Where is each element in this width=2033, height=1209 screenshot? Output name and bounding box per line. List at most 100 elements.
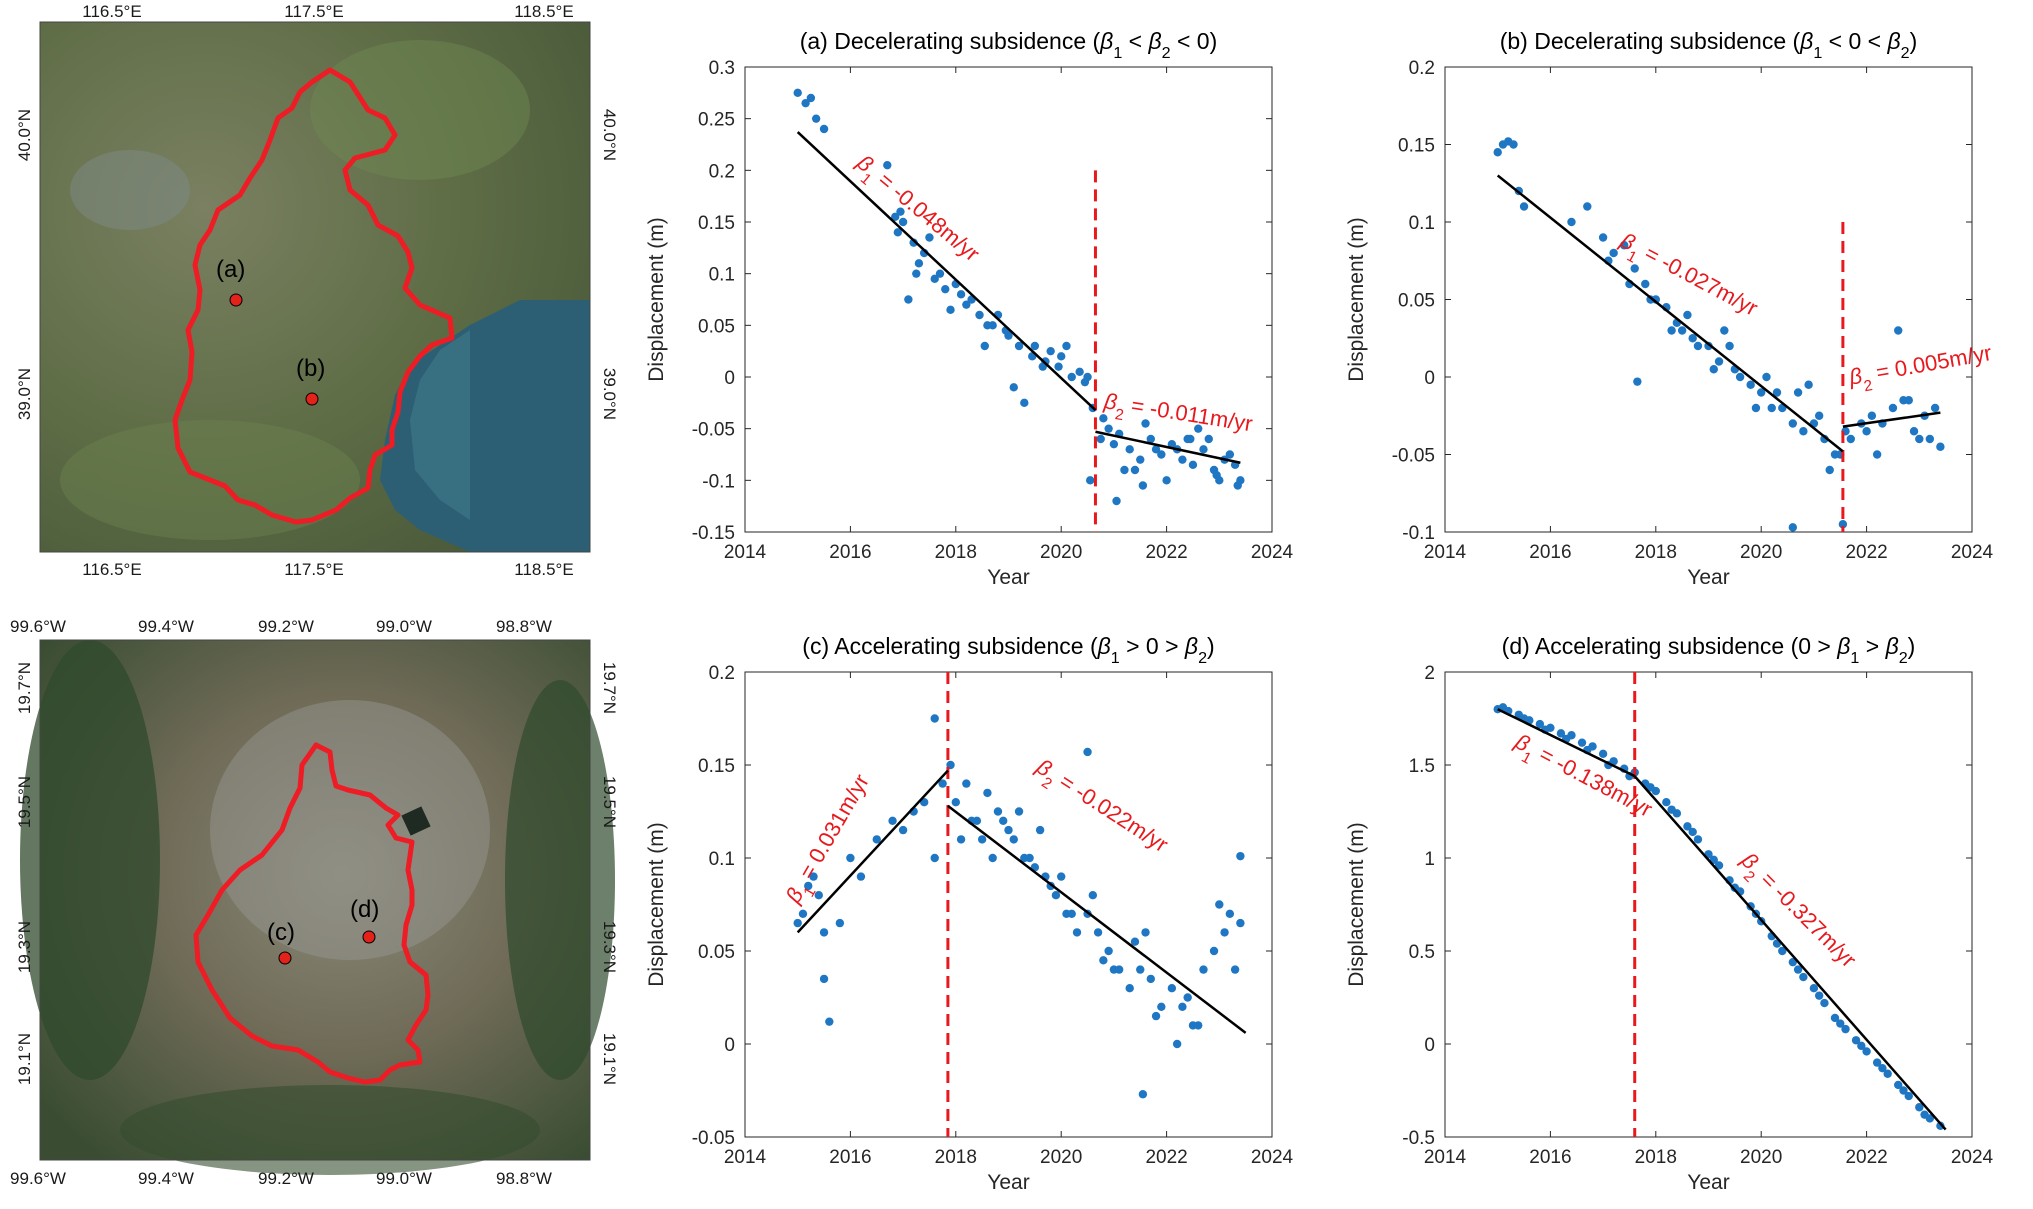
map-mexico-boundary xyxy=(193,742,431,1085)
x-tick-label: 2018 xyxy=(1635,1147,1677,1168)
map-mexico-forest-south xyxy=(120,1085,540,1175)
scatter-point xyxy=(1051,891,1061,900)
scatter-point xyxy=(1667,326,1676,335)
scatter-point xyxy=(883,160,892,170)
chart-title: (d) Accelerating subsidence (0 > β1 > β2… xyxy=(1502,633,1916,667)
scatter-point xyxy=(1020,398,1029,408)
chart-a: (a) Decelerating subsidence (β1 < β2 < 0… xyxy=(645,28,1294,589)
y-tick-label: -0.05 xyxy=(1392,446,1435,467)
scatter-point xyxy=(1212,470,1221,480)
map-point-c-label: (c) xyxy=(267,919,295,946)
map-point-a-label: (a) xyxy=(216,256,245,283)
slope-annotation: β1 = -0.048m/yr xyxy=(847,149,985,272)
scatter-point xyxy=(1138,1090,1148,1099)
scatter-point xyxy=(1067,909,1076,918)
map-mexico-top-tick: 99.6°W xyxy=(10,617,66,636)
y-tick-label: -0.1 xyxy=(702,471,735,492)
scatter-point xyxy=(1236,851,1245,861)
map-mexico-right-tick: 19.5°N xyxy=(600,776,619,828)
scatter-point xyxy=(801,98,810,108)
scatter-point xyxy=(983,788,992,798)
x-tick-label: 2016 xyxy=(829,542,871,563)
map-mexico-top-tick: 99.4°W xyxy=(138,617,194,636)
x-tick-label: 2022 xyxy=(1145,1147,1187,1168)
scatter-point xyxy=(1209,946,1219,956)
scatter-point xyxy=(962,300,971,309)
scatter-point xyxy=(1688,827,1697,837)
scatter-point xyxy=(993,807,1003,816)
fit-line-segment xyxy=(1497,708,1636,778)
x-axis-label: Year xyxy=(1687,566,1729,589)
map-tianjin-top-tick: 116.5°E xyxy=(82,2,141,21)
scatter-point xyxy=(1598,749,1608,759)
scatter-point xyxy=(1598,233,1608,242)
scatter-point xyxy=(1872,1058,1882,1067)
scatter-point xyxy=(1178,455,1187,464)
x-tick-label: 2020 xyxy=(1040,542,1082,563)
scatter-point xyxy=(1894,1080,1903,1090)
scatter-point xyxy=(941,284,950,294)
scatter-point xyxy=(1104,946,1113,956)
scatter-point xyxy=(1677,326,1687,335)
map-mexico-bottom-tick: 99.0°W xyxy=(376,1169,432,1188)
scatter-point xyxy=(872,835,881,844)
scatter-point xyxy=(1825,465,1834,475)
scatter-point xyxy=(1035,825,1045,835)
scatter-point xyxy=(1225,450,1235,459)
x-axis-label: Year xyxy=(987,566,1029,589)
scatter-point xyxy=(1151,445,1161,454)
scatter-point xyxy=(1067,372,1076,382)
fit-line-segment xyxy=(947,804,1247,1034)
map-tianjin-bottom-tick: 118.5°E xyxy=(514,560,573,579)
y-axis-label: Displacement (m) xyxy=(645,822,668,987)
scatter-point xyxy=(1188,460,1198,470)
y-tick-label: 0 xyxy=(724,368,735,389)
scatter-point xyxy=(1709,365,1718,374)
scatter-point xyxy=(956,290,966,299)
scatter-point xyxy=(1556,729,1566,738)
scatter-point xyxy=(1619,241,1629,250)
scatter-point xyxy=(1778,946,1787,956)
y-tick-label: 0 xyxy=(724,1035,735,1056)
scatter-point xyxy=(814,891,823,900)
scatter-point xyxy=(1204,434,1213,444)
scatter-point xyxy=(1096,434,1105,444)
y-tick-label: -0.05 xyxy=(692,420,735,441)
scatter-point xyxy=(1714,357,1724,366)
y-tick-label: 1 xyxy=(1424,849,1435,870)
scatter-point xyxy=(856,872,866,881)
scatter-point xyxy=(1583,202,1592,211)
map-mexico-top-tick: 99.0°W xyxy=(376,617,432,636)
scatter-point xyxy=(1093,928,1103,937)
scatter-point xyxy=(1925,434,1935,444)
scatter-point xyxy=(1804,380,1813,389)
scatter-point xyxy=(1894,326,1903,335)
scatter-point xyxy=(935,269,945,278)
scatter-point xyxy=(1838,520,1848,529)
scatter-point xyxy=(1820,998,1829,1008)
chart-title: (a) Decelerating subsidence (β1 < β2 < 0… xyxy=(800,28,1218,62)
scatter-point xyxy=(980,341,989,351)
scatter-point xyxy=(1199,445,1208,454)
scatter-point xyxy=(806,93,816,103)
scatter-point xyxy=(1046,346,1055,356)
map-tianjin-right-tick: 40.0°N xyxy=(600,109,619,161)
map-tianjin-boundary xyxy=(172,67,455,525)
scatter-point xyxy=(1799,427,1808,436)
map-mexico-forest-west xyxy=(20,640,160,1080)
plot-area-frame xyxy=(744,66,1273,533)
map-point-d xyxy=(362,930,376,944)
scatter-point xyxy=(819,928,829,937)
chart-title: (b) Decelerating subsidence (β1 < 0 < β2… xyxy=(1500,28,1918,62)
scatter-point xyxy=(1720,326,1729,335)
map-tianjin-right-tick: 39.0°N xyxy=(600,368,619,420)
scatter-point xyxy=(888,816,897,825)
scatter-point xyxy=(898,217,908,227)
y-tick-label: 0.1 xyxy=(1409,213,1435,234)
scatter-point xyxy=(1646,783,1655,792)
scatter-point xyxy=(1693,835,1703,844)
fit-line-segment xyxy=(1496,174,1844,453)
slope-annotation: β2 = 0.005m/yr xyxy=(1846,340,1994,397)
scatter-point xyxy=(1751,403,1761,413)
